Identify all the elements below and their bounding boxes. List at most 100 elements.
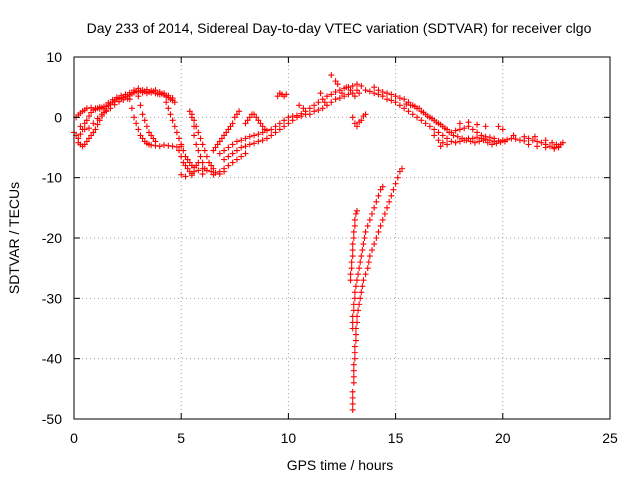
data-point bbox=[184, 156, 191, 163]
data-point bbox=[259, 137, 266, 144]
data-point bbox=[555, 144, 562, 151]
data-point bbox=[83, 105, 90, 112]
data-point bbox=[351, 120, 358, 127]
data-point bbox=[429, 115, 436, 122]
data-point bbox=[281, 117, 288, 124]
data-point bbox=[120, 96, 127, 103]
data-point bbox=[426, 123, 433, 130]
data-point bbox=[362, 228, 369, 235]
data-point bbox=[559, 139, 566, 146]
data-point bbox=[336, 95, 343, 102]
data-point bbox=[489, 141, 496, 148]
data-point bbox=[474, 121, 481, 128]
data-point bbox=[355, 271, 362, 278]
data-point bbox=[218, 135, 225, 142]
data-point bbox=[199, 159, 206, 166]
data-point bbox=[379, 216, 386, 223]
data-point bbox=[384, 204, 391, 211]
data-point bbox=[418, 117, 425, 124]
data-point bbox=[347, 277, 354, 284]
x-axis-label: GPS time / hours bbox=[287, 457, 394, 473]
data-point bbox=[223, 129, 230, 136]
data-point bbox=[373, 198, 380, 205]
series-early-descending-arcs bbox=[75, 93, 249, 180]
data-point bbox=[83, 138, 90, 145]
data-point bbox=[362, 111, 369, 118]
data-point bbox=[401, 96, 408, 103]
data-point bbox=[216, 150, 223, 157]
data-point bbox=[285, 120, 292, 127]
data-point bbox=[531, 133, 538, 140]
data-point bbox=[255, 131, 262, 138]
data-point bbox=[345, 91, 352, 98]
data-point bbox=[272, 123, 279, 130]
data-point bbox=[199, 141, 206, 148]
data-point bbox=[361, 235, 368, 241]
x-tick-label: 20 bbox=[495, 430, 511, 446]
data-point bbox=[182, 173, 189, 180]
data-point bbox=[456, 120, 463, 127]
data-point bbox=[221, 147, 228, 154]
data-point bbox=[143, 123, 150, 130]
data-point bbox=[484, 139, 491, 146]
x-tick-label: 15 bbox=[388, 430, 404, 446]
data-point bbox=[371, 241, 378, 248]
data-point bbox=[163, 99, 170, 106]
data-point bbox=[534, 143, 541, 150]
data-point bbox=[546, 143, 553, 150]
data-point bbox=[229, 150, 236, 157]
data-point bbox=[214, 141, 221, 148]
data-point bbox=[439, 132, 446, 139]
data-point bbox=[349, 400, 356, 407]
data-point bbox=[392, 99, 399, 106]
data-point bbox=[359, 283, 366, 290]
data-point bbox=[349, 394, 356, 401]
data-point bbox=[233, 156, 240, 163]
data-points bbox=[71, 72, 566, 413]
data-point bbox=[381, 210, 388, 217]
data-point bbox=[103, 108, 110, 115]
data-point bbox=[306, 105, 313, 112]
data-point bbox=[414, 114, 421, 121]
data-point bbox=[350, 307, 357, 314]
data-point bbox=[96, 104, 103, 111]
data-point bbox=[146, 129, 153, 136]
data-point bbox=[469, 135, 476, 142]
data-point bbox=[542, 137, 549, 144]
data-point bbox=[538, 139, 545, 146]
data-point bbox=[244, 117, 251, 124]
data-point bbox=[255, 138, 262, 145]
data-point bbox=[508, 135, 515, 142]
data-point bbox=[88, 132, 95, 139]
x-tick-label: 5 bbox=[177, 430, 185, 446]
data-point bbox=[276, 126, 283, 133]
data-point bbox=[81, 126, 88, 133]
data-point bbox=[351, 216, 358, 223]
data-point bbox=[493, 140, 500, 147]
data-point bbox=[131, 114, 138, 121]
x-tick-label: 25 bbox=[602, 430, 618, 446]
data-point bbox=[349, 90, 356, 97]
data-point bbox=[94, 121, 101, 128]
data-point bbox=[386, 198, 393, 205]
data-point bbox=[471, 139, 478, 146]
data-point bbox=[431, 126, 438, 133]
data-point bbox=[236, 108, 243, 115]
data-point bbox=[229, 120, 236, 127]
data-point bbox=[480, 137, 487, 144]
data-point bbox=[77, 131, 84, 138]
data-point bbox=[452, 139, 459, 146]
data-point bbox=[366, 253, 373, 260]
data-point bbox=[246, 133, 253, 140]
data-point bbox=[321, 99, 328, 106]
data-point bbox=[366, 88, 373, 95]
data-point bbox=[354, 123, 361, 130]
data-point bbox=[253, 114, 260, 121]
data-point bbox=[354, 207, 361, 214]
data-point bbox=[350, 373, 357, 380]
data-point bbox=[433, 119, 440, 126]
data-point bbox=[497, 139, 504, 146]
data-point bbox=[411, 103, 418, 110]
data-point bbox=[469, 126, 476, 133]
